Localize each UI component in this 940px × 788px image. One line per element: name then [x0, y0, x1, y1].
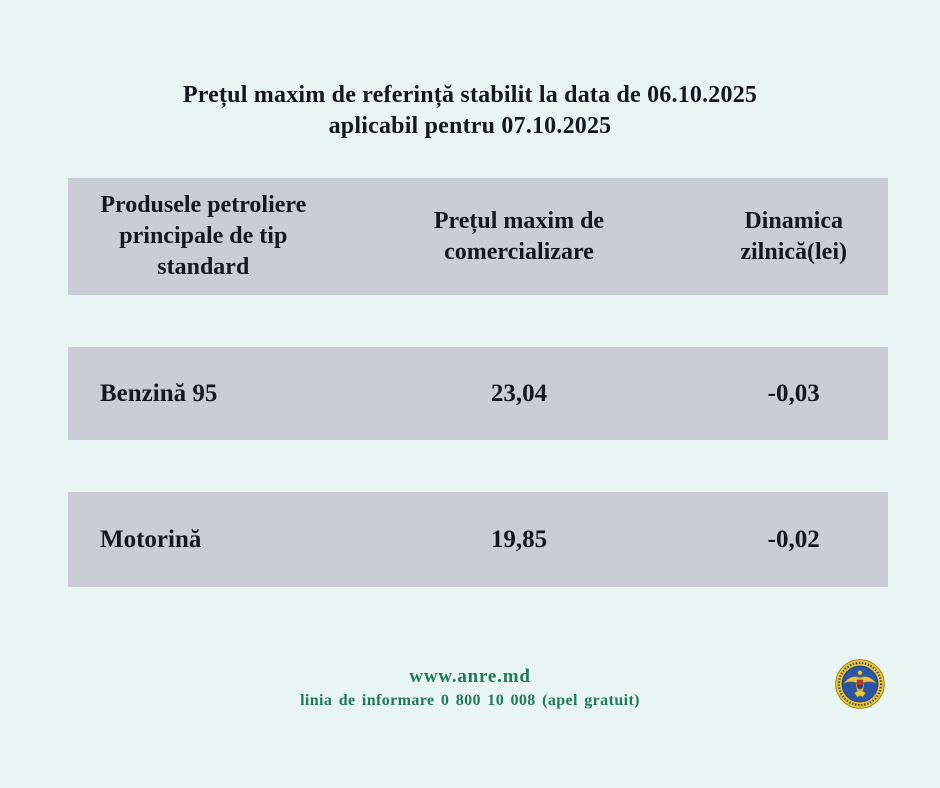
- product-name: Motorină: [100, 526, 202, 553]
- column-header-daily-dynamics: Dinamica zilnică(lei): [699, 206, 888, 268]
- info-line-text: linia de informare 0 800 10 008 (apel gr…: [300, 692, 640, 709]
- column-header-daily-dynamics-label: Dinamica zilnică(lei): [740, 207, 847, 265]
- column-header-max-price: Prețul maxim de comercializare: [339, 206, 700, 268]
- website-link[interactable]: www.anre.md: [409, 666, 531, 687]
- page-title: Prețul maxim de referință stabilit la da…: [0, 80, 940, 142]
- column-header-products: Produsele petroliere principale de tip s…: [68, 190, 339, 283]
- page-title-line-2: aplicabil pentru 07.10.2025: [328, 113, 612, 139]
- page-title-line-1: Prețul maxim de referință stabilit la da…: [182, 82, 758, 108]
- table-header-row: Produsele petroliere principale de tip s…: [68, 178, 888, 295]
- max-price-value: 23,04: [490, 380, 548, 407]
- daily-dynamics-value: -0,02: [767, 526, 820, 553]
- daily-dynamics-value: -0,03: [767, 380, 820, 407]
- footer: www.anre.md linia de informare 0 800 10 …: [0, 666, 940, 710]
- column-header-products-label: Produsele petroliere principale de tip s…: [100, 192, 307, 280]
- table-row-motorina: Motorină 19,85 -0,02: [68, 492, 888, 587]
- table-row-benzina-95: Benzină 95 23,04 -0,03: [68, 347, 888, 440]
- moldova-emblem-icon: [835, 659, 885, 709]
- max-price-value: 19,85: [490, 526, 548, 553]
- product-name: Benzină 95: [100, 380, 218, 407]
- column-header-max-price-label: Prețul maxim de comercializare: [433, 207, 605, 265]
